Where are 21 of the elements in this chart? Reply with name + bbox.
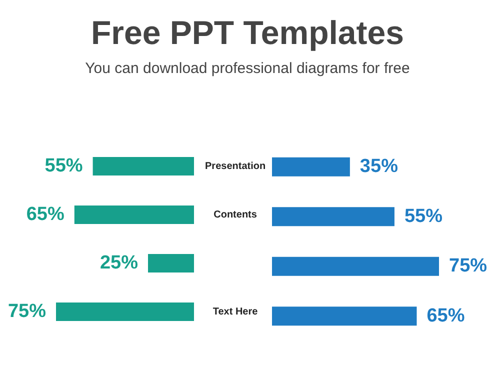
bar (272, 256, 439, 276)
data-label: 65% (426, 305, 465, 326)
bar (74, 206, 194, 224)
data-label: 55% (44, 155, 83, 176)
chart-title: Free PPT Templates (90, 14, 405, 52)
y-tick-label: Text Here (212, 306, 258, 318)
data-label: 55% (404, 206, 443, 227)
data-label: 35% (360, 156, 398, 178)
data-label: 75% (8, 300, 46, 322)
data-label: 65% (26, 204, 65, 225)
bar (272, 157, 350, 176)
data-label: 75% (449, 256, 488, 277)
bar (272, 207, 394, 226)
y-tick-label: Presentation (204, 161, 266, 172)
bar (92, 157, 194, 176)
text: You can download professional diagrams for free (84, 60, 411, 77)
bar (56, 302, 194, 321)
bar (148, 254, 194, 272)
data-label: 25% (100, 252, 138, 274)
y-tick-label: Contents (214, 210, 258, 220)
bar (272, 306, 417, 326)
